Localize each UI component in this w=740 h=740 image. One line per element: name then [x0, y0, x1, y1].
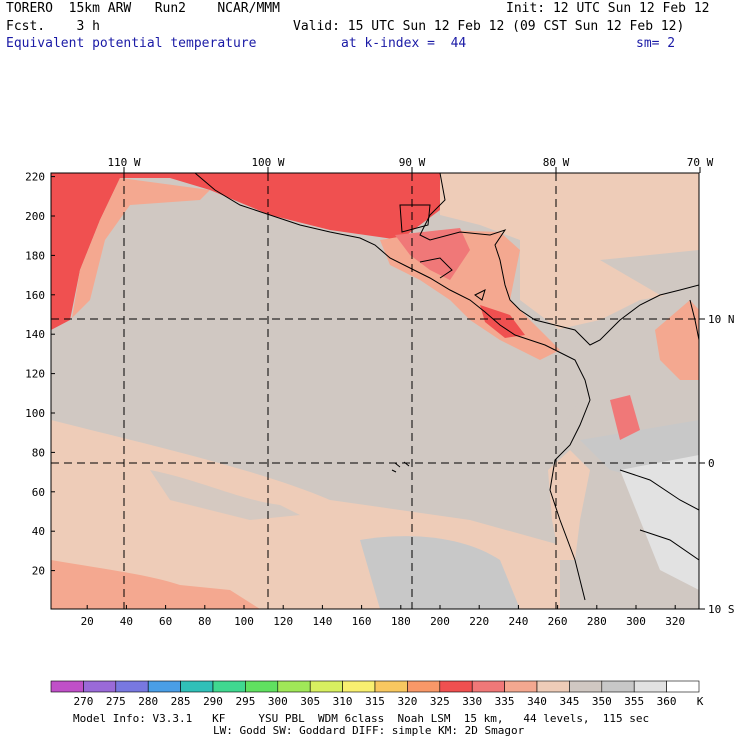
- colorbar-label: 355: [624, 695, 645, 708]
- level-info: at k-index = 44: [341, 36, 467, 51]
- plot-frame: [50, 172, 700, 610]
- y-tick-label: 200: [25, 210, 45, 223]
- colorbar-label: 325: [429, 695, 450, 708]
- colorbar-swatch: [666, 680, 700, 693]
- colorbar-swatch: [115, 680, 149, 693]
- colorbar-label: 300: [267, 695, 288, 708]
- y-tick-label: 140: [25, 328, 45, 341]
- lon-label: 100 W: [251, 156, 284, 169]
- y-tick-label: 40: [32, 525, 45, 538]
- y-tick-label: 160: [25, 289, 45, 302]
- x-tick-label: 20: [81, 615, 94, 628]
- y-tick-label: 220: [25, 171, 45, 184]
- x-tick-label: 140: [312, 615, 332, 628]
- colorbar-swatch: [277, 680, 311, 693]
- colorbar-swatch: [180, 680, 214, 693]
- lon-label: 70 W: [687, 156, 714, 169]
- colorbar-label: 295: [235, 695, 256, 708]
- colorbar-label: 270: [73, 695, 94, 708]
- colorbar-swatch: [601, 680, 635, 693]
- colorbar-label: 360: [656, 695, 677, 708]
- physics-info: LW: Godd SW: Goddard DIFF: simple KM: 2D…: [213, 724, 525, 737]
- colorbar-unit: K: [696, 695, 704, 708]
- x-tick-label: 260: [548, 615, 568, 628]
- colorbar-label: 350: [591, 695, 612, 708]
- colorbar-swatch: [147, 680, 181, 693]
- colorbar-swatch: [374, 680, 408, 693]
- init-time: Init: 12 UTC Sun 12 Feb 12: [506, 1, 710, 16]
- colorbar-label: 315: [365, 695, 385, 708]
- colorbar-swatch: [212, 680, 246, 693]
- colorbar-swatch: [471, 680, 505, 693]
- lon-label: 90 W: [399, 156, 426, 169]
- colorbar-label: 280: [138, 695, 159, 708]
- x-tick-label: 220: [469, 615, 489, 628]
- x-tick-label: 180: [391, 615, 411, 628]
- colorbar-label: 320: [397, 695, 418, 708]
- y-tick-label: 80: [32, 446, 45, 459]
- coastlines: [194, 173, 699, 601]
- colorbar-swatch: [536, 680, 570, 693]
- x-tick-label: 40: [120, 615, 133, 628]
- y-tick-label: 60: [32, 486, 45, 499]
- forecast-hour: Fcst. 3 h: [6, 19, 100, 34]
- colorbar-label: 310: [332, 695, 353, 708]
- x-tick-label: 80: [198, 615, 211, 628]
- x-tick-label: 60: [159, 615, 172, 628]
- lat-label: 10 S: [708, 603, 735, 616]
- colorbar-swatch: [83, 680, 117, 693]
- colorbar-swatch: [309, 680, 343, 693]
- colorbar-label: 345: [559, 695, 580, 708]
- y-tick-label: 20: [32, 565, 45, 578]
- y-tick-label: 100: [25, 407, 45, 420]
- colorbar-swatch: [342, 680, 376, 693]
- model-info: Model Info: V3.3.1 KF YSU PBL WDM 6class…: [73, 712, 650, 725]
- field-name: Equivalent potential temperature: [6, 36, 257, 51]
- colorbar: [50, 680, 700, 693]
- smoothing-info: sm= 2: [636, 36, 676, 51]
- colorbar-swatch: [504, 680, 538, 693]
- x-tick-label: 280: [587, 615, 607, 628]
- colorbar-swatch: [407, 680, 441, 693]
- lon-label: 80 W: [543, 156, 570, 169]
- colorbar-label: 290: [203, 695, 223, 708]
- x-tick-label: 160: [352, 615, 372, 628]
- colorbar-label: 275: [105, 695, 126, 708]
- colorbar-label: 340: [527, 695, 547, 708]
- colorbar-swatch: [439, 680, 473, 693]
- model-title: TORERO 15km ARW Run2 NCAR/MMM: [6, 1, 280, 16]
- colorbar-label: 335: [494, 695, 515, 708]
- colorbar-swatch: [633, 680, 667, 693]
- lon-label: 110 W: [107, 156, 140, 169]
- colorbar-swatch: [245, 680, 279, 693]
- x-tick-label: 200: [430, 615, 450, 628]
- colorbar-swatch: [50, 680, 84, 693]
- colorbar-label: 285: [170, 695, 191, 708]
- x-tick-label: 240: [508, 615, 528, 628]
- colorbar-swatch: [569, 680, 603, 693]
- y-tick-label: 180: [25, 249, 45, 262]
- latlon-grid: [51, 173, 699, 609]
- valid-time: Valid: 15 UTC Sun 12 Feb 12 (09 CST Sun …: [293, 19, 685, 34]
- lat-label: 0: [708, 457, 715, 470]
- colorbar-label: 305: [300, 695, 321, 708]
- x-tick-label: 100: [234, 615, 254, 628]
- x-tick-label: 120: [273, 615, 293, 628]
- x-tick-label: 320: [665, 615, 685, 628]
- lat-label: 10 N: [708, 313, 735, 326]
- y-tick-label: 120: [25, 368, 45, 381]
- colorbar-label: 330: [462, 695, 483, 708]
- theta-e-field: [51, 173, 699, 609]
- x-tick-label: 300: [626, 615, 646, 628]
